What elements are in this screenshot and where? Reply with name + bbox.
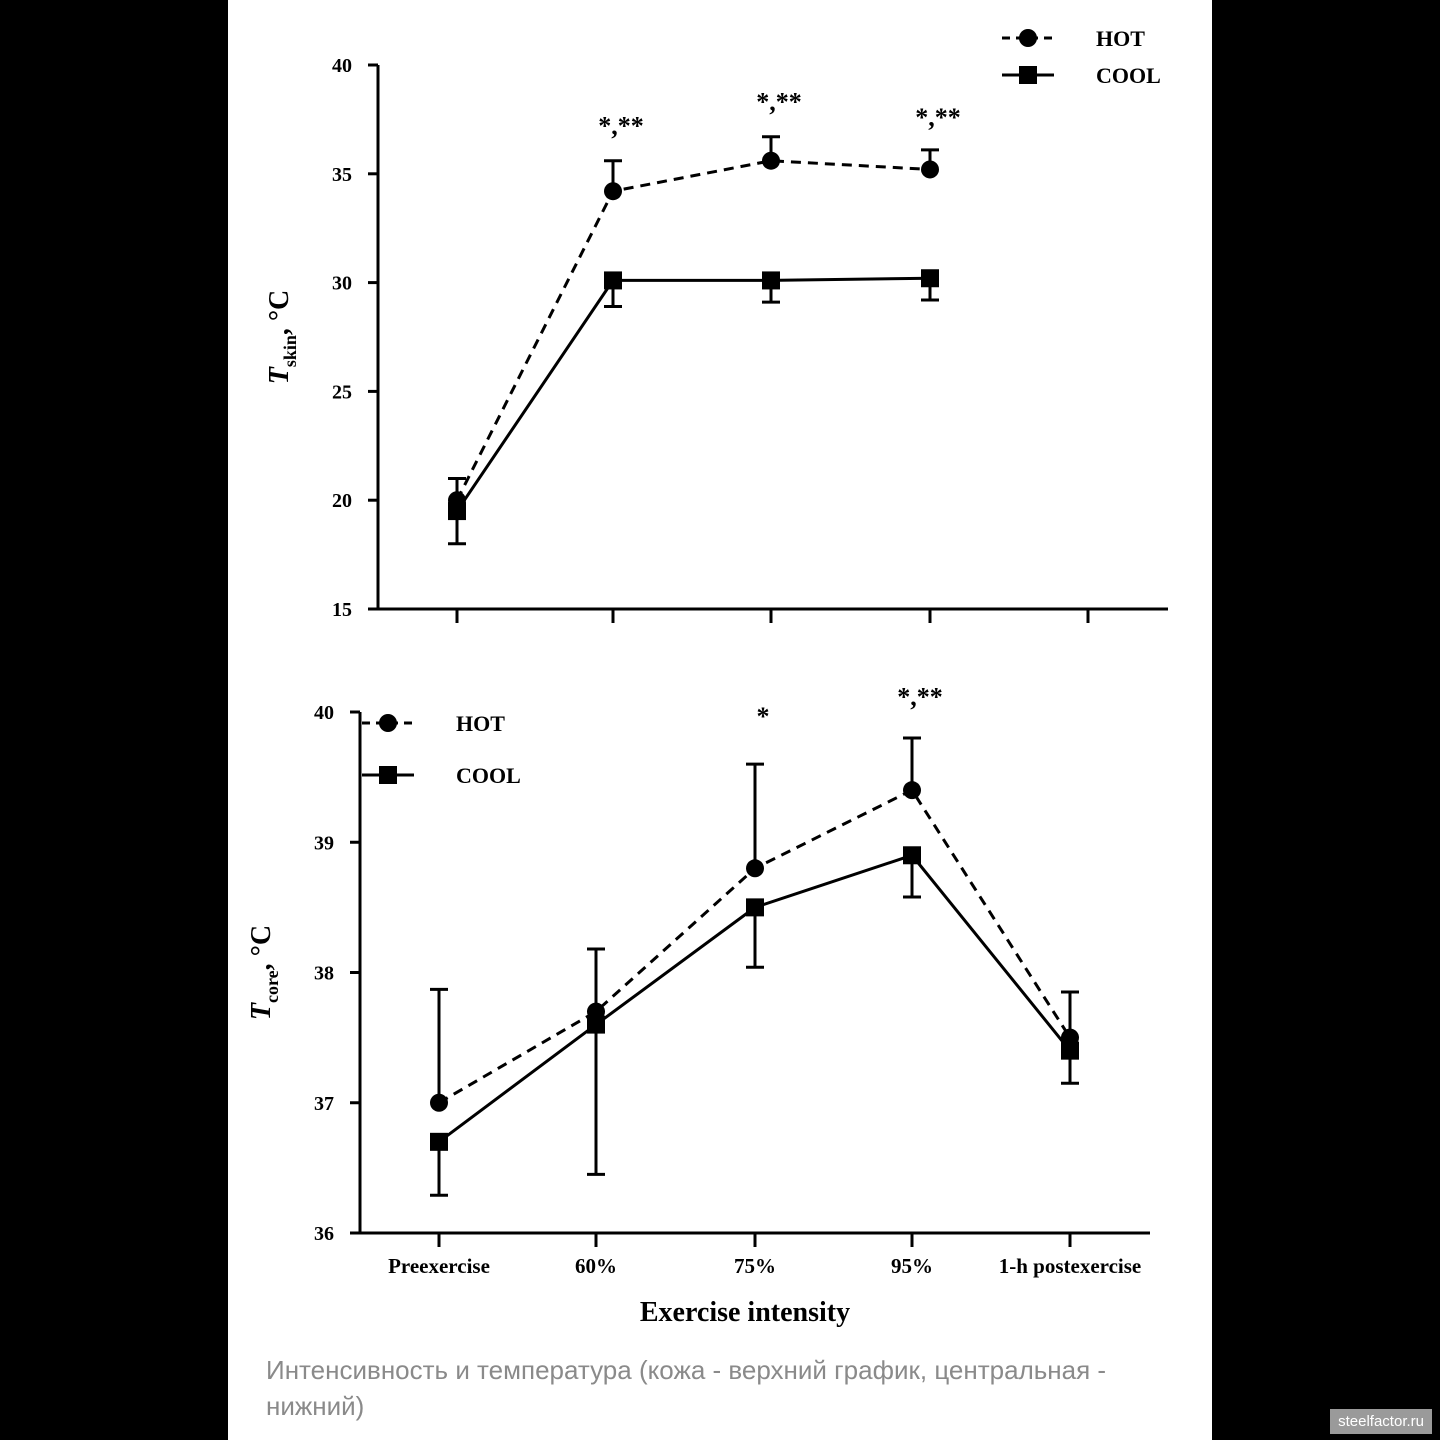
panel1-cool-line	[455, 276, 931, 512]
panel1-hot-marker	[604, 182, 622, 201]
panel1-hot-marker	[921, 160, 939, 179]
panel2-hot-legend-label: HOT	[456, 711, 505, 736]
panel1-cool-marker	[921, 269, 939, 288]
panel2-cool-marker	[746, 898, 764, 917]
panel2-hot-marker	[746, 859, 764, 878]
panel2-x-tick-label: 75%	[734, 1254, 776, 1278]
panel1-significance-label: *,**	[915, 103, 961, 132]
panel2-hot-marker	[903, 781, 921, 800]
panel1-y-tick-label: 15	[332, 599, 352, 621]
panel2-significance-label: *,**	[897, 682, 943, 711]
panel1-hot-marker	[762, 151, 780, 170]
panel1-cool-marker	[448, 502, 466, 521]
figure-page: 15 20 25 30 35 40 Tskin, °C HOT COOL *,** *,** *,**…	[228, 0, 1212, 1440]
panel2-hot-marker	[430, 1093, 448, 1112]
panel2-y-tick-label: 39	[314, 832, 334, 854]
panel1-y-tick-label: 40	[332, 55, 352, 77]
panel1-hot-legend-marker	[1019, 29, 1037, 47]
panel2-y-axis-label: Tcore, °C	[246, 925, 282, 1020]
panel1-hot-legend-label: HOT	[1096, 26, 1145, 51]
panel1-cool-marker	[604, 271, 622, 290]
panel2-y-tick-label: 40	[314, 702, 334, 724]
panel2-x-tick-label: 95%	[891, 1254, 933, 1278]
panel2-x-tick-label: 1-h postexercise	[999, 1254, 1142, 1278]
panel2-y-tick-label: 37	[314, 1093, 334, 1115]
panel1-y-tick-label: 30	[332, 273, 352, 295]
panel2-cool-marker	[1061, 1041, 1079, 1060]
panel2-cool-marker	[430, 1132, 448, 1151]
panel2-y-tick-label: 36	[314, 1223, 334, 1245]
panel1-hot-line	[455, 159, 931, 501]
panel2-cool-legend-label: COOL	[456, 763, 521, 788]
panel1-y-tick-label: 25	[332, 381, 352, 403]
panel2-cool-legend-marker	[379, 766, 397, 784]
panel1-cool-legend-label: COOL	[1096, 63, 1161, 88]
panel1-cool-marker	[762, 271, 780, 290]
panel2-x-tick-label: 60%	[575, 1254, 617, 1278]
panel1-significance-label: *,**	[598, 112, 644, 141]
panel2-x-tick-label: Preexercise	[388, 1254, 490, 1278]
panel2-significance-label: *	[757, 702, 770, 731]
panel2-hot-legend-marker	[379, 714, 397, 732]
panel2-cool-marker	[587, 1015, 605, 1034]
panel2-y-tick-label: 38	[314, 963, 334, 985]
panel1-cool-legend-marker	[1019, 66, 1037, 84]
figure-caption: Интенсивность и температура (кожа - верх…	[266, 1355, 1107, 1421]
panel1-y-tick-label: 35	[332, 164, 352, 186]
panel2-x-axis-label: Exercise intensity	[640, 1297, 850, 1328]
panel2-cool-line	[438, 853, 1072, 1144]
watermark: steelfactor.ru	[1330, 1409, 1432, 1434]
panel1-y-axis-label: Tskin, °C	[264, 290, 300, 385]
panel1-y-tick-label: 20	[332, 490, 352, 512]
panel1-significance-label: *,**	[756, 88, 802, 117]
chart-figure: 15 20 25 30 35 40 Tskin, °C HOT COOL *,** *,** *,**…	[246, 26, 1168, 1328]
panel2-cool-marker	[903, 846, 921, 865]
